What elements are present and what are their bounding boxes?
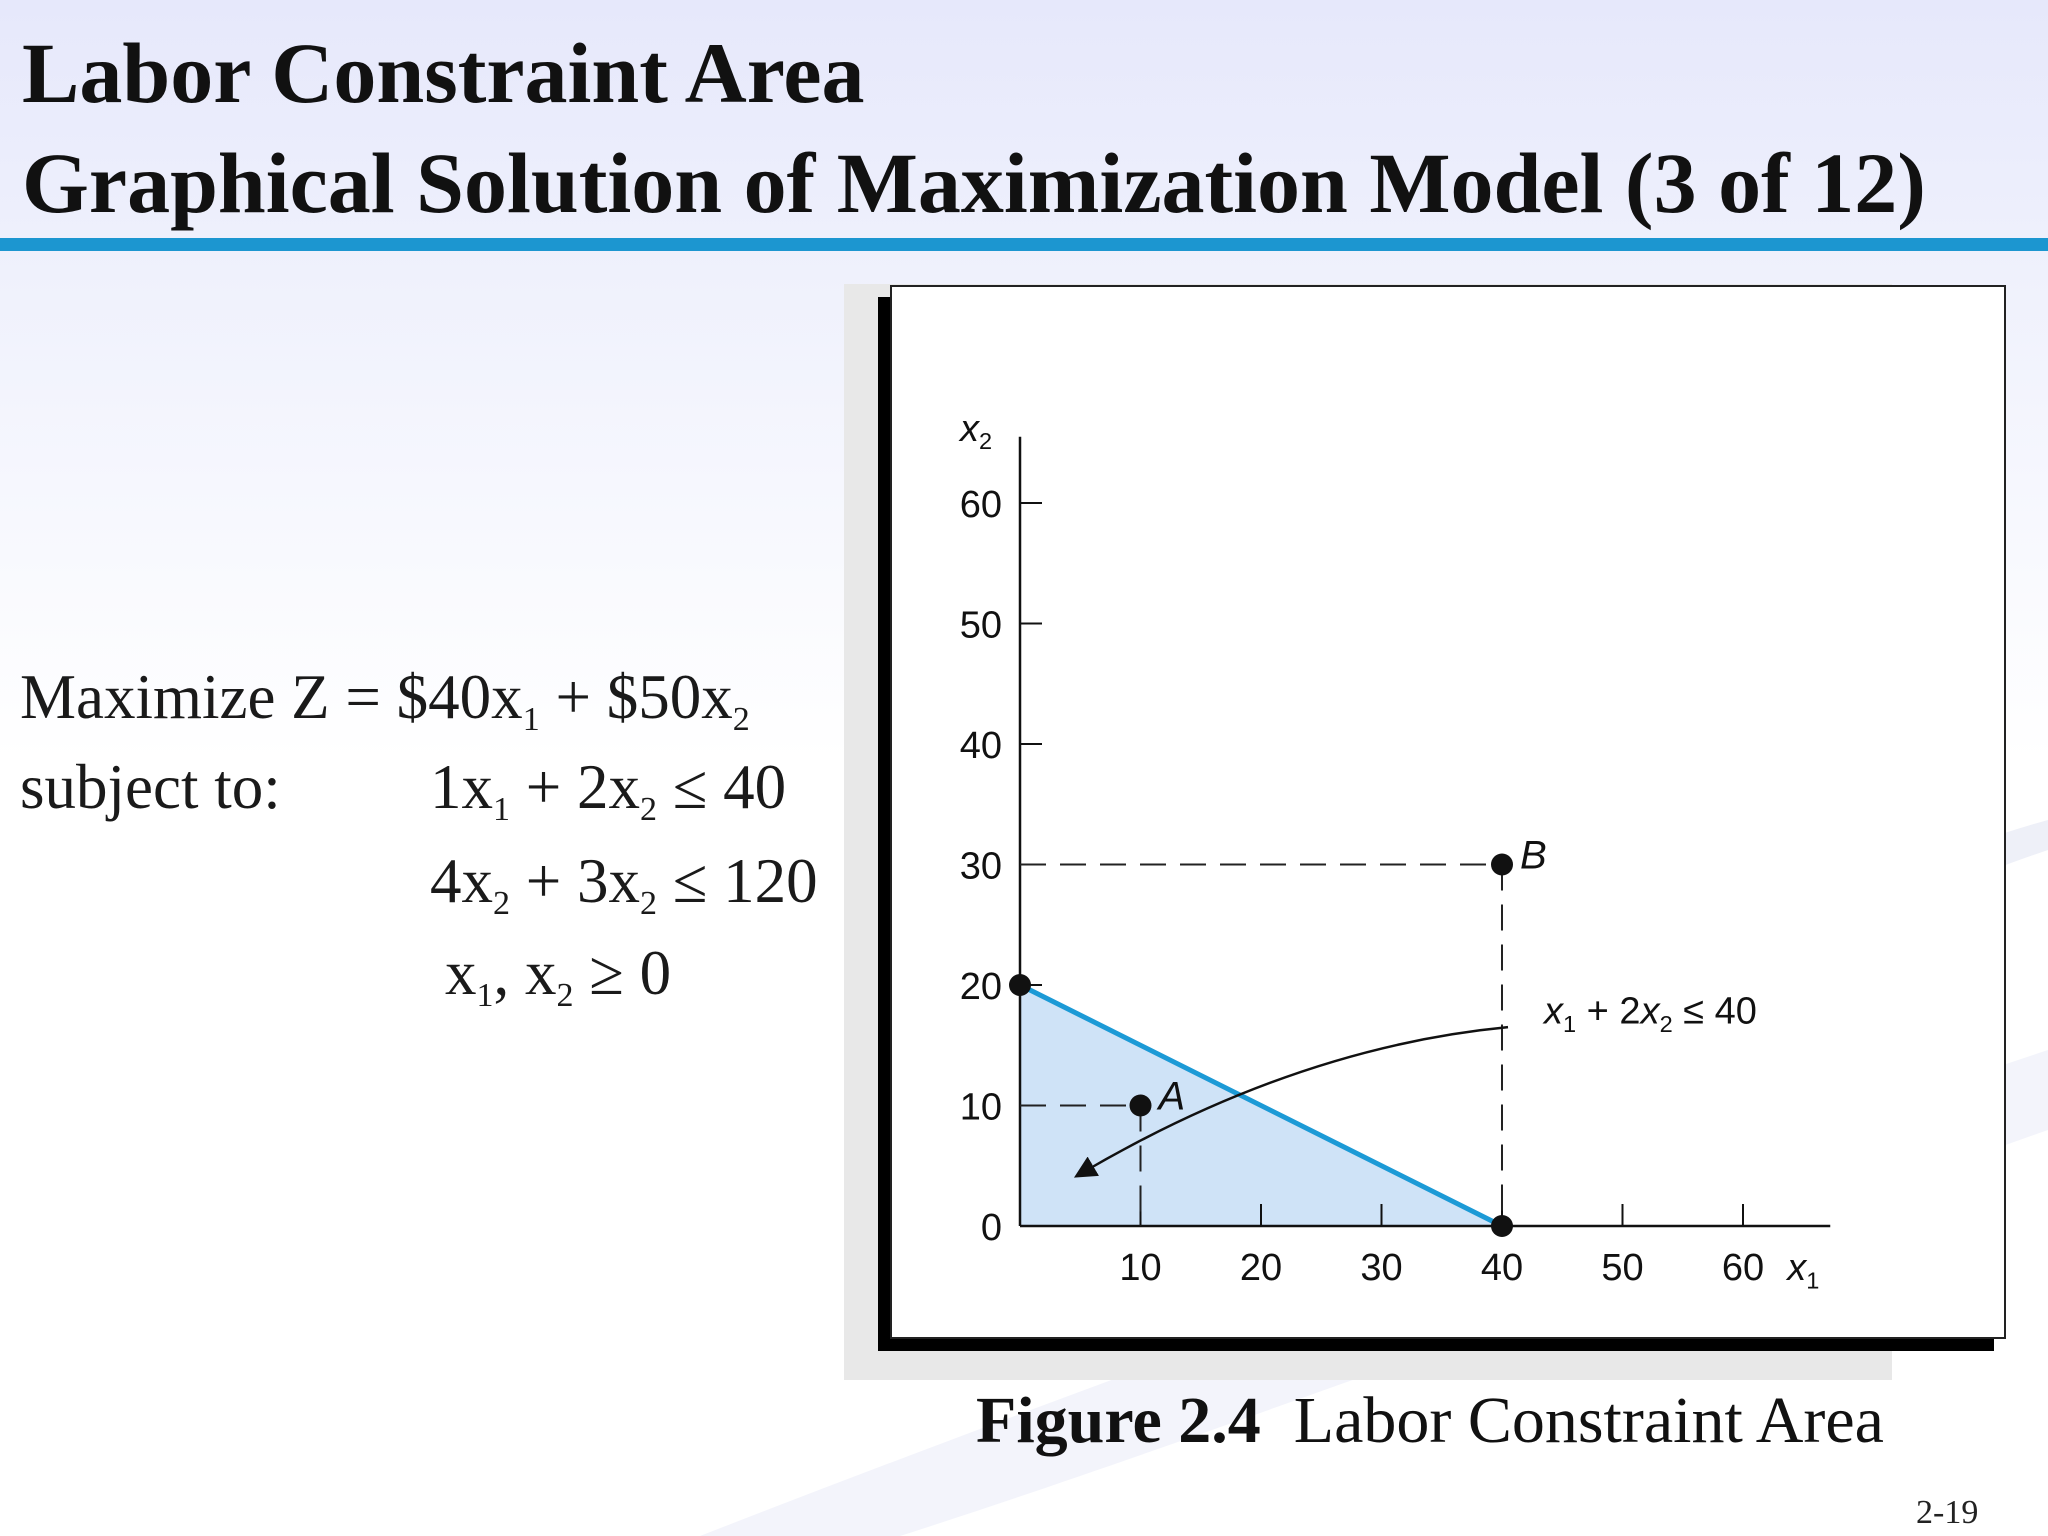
y-tick-label-50: 50 (960, 605, 1002, 647)
constraint-line (1018, 982, 1504, 1229)
y-tick-label-40: 40 (960, 725, 1002, 767)
objective-sub-2: 2 (732, 701, 750, 738)
c2-a: 4x (430, 846, 493, 916)
point-B (1491, 853, 1513, 876)
y-tick-label-0: 0 (981, 1207, 1002, 1249)
c1-a: 1x (430, 752, 493, 822)
c1-sub-b: 2 (640, 791, 658, 828)
constraint-clay: 4x2 + 3x2 ≤ 120 (430, 850, 818, 921)
nn-mid: , x (493, 938, 557, 1008)
c2-sub-a: 2 (493, 885, 510, 922)
intercept-point-3 (1491, 1215, 1513, 1237)
c1-sub-a: 1 (493, 791, 510, 828)
page-title-line-1: Labor Constraint Area (22, 25, 865, 121)
c1-mid: + 2x (510, 752, 641, 822)
c1-rest: ≤ 40 (657, 752, 787, 822)
point-label-A: A (1157, 1075, 1186, 1119)
labor-constraint-chart: 0 10 20 30 40 50 60 10 20 30 40 50 60 x1 x2 A Bx1 + 2x2 … (958, 408, 1831, 1293)
subject-to-label: subject to: (20, 752, 281, 822)
y-tick-label-20: 20 (960, 966, 1002, 1008)
objective-function: Maximize Z = $40x1 + $50x2 (20, 666, 750, 737)
figure-caption-text: Labor Constraint Area (1293, 1384, 1884, 1457)
x-tick-label-20: 20 (1240, 1247, 1282, 1289)
intercept-point-2 (1009, 974, 1031, 996)
nn-sub-a: 1 (476, 977, 494, 1014)
y-tick-label-60: 60 (960, 484, 1002, 526)
x-tick-label-50: 50 (1601, 1247, 1643, 1289)
x-tick-label-10: 10 (1119, 1247, 1161, 1289)
constraint-annotation: x1 + 2x2 ≤ 40 (1542, 991, 1757, 1037)
nn-sub-b: 2 (556, 977, 574, 1014)
y-tick-label-10: 10 (960, 1087, 1002, 1129)
constraint-labor: 1x1 + 2x2 ≤ 40 (430, 756, 786, 827)
objective-mid: + $50x (539, 662, 733, 732)
x-tick-label-60: 60 (1722, 1247, 1764, 1289)
title-divider (0, 238, 2048, 251)
page-number: 2-19 (1916, 1494, 1979, 1531)
y-tick-label-30: 30 (960, 846, 1002, 888)
annotation-arrow (1073, 1025, 1509, 1178)
c2-rest: ≤ 120 (657, 846, 818, 916)
point-A (1129, 1094, 1152, 1117)
point-label-B: B (1520, 834, 1547, 878)
x-axis-label: x1 (1785, 1247, 1819, 1293)
objective-sub-1: 1 (522, 701, 540, 738)
x-tick-label-40: 40 (1481, 1247, 1523, 1289)
objective-prefix: Maximize Z = $40x (20, 662, 523, 732)
c2-mid: + 3x (510, 846, 641, 916)
c2-sub-b: 2 (640, 885, 658, 922)
nn-rest: ≥ 0 (573, 938, 672, 1008)
figure-caption: Figure 2.4 Labor Constraint Area (976, 1388, 1884, 1454)
y-axis-label: x2 (958, 408, 992, 454)
x-tick-label-30: 30 (1360, 1247, 1402, 1289)
figure-number: Figure 2.4 (976, 1384, 1261, 1457)
nn-a: x (445, 938, 477, 1008)
page-title-line-2: Graphical Solution of Maximization Model… (22, 135, 1926, 231)
nonnegativity: x1, x2 ≥ 0 (445, 942, 671, 1013)
